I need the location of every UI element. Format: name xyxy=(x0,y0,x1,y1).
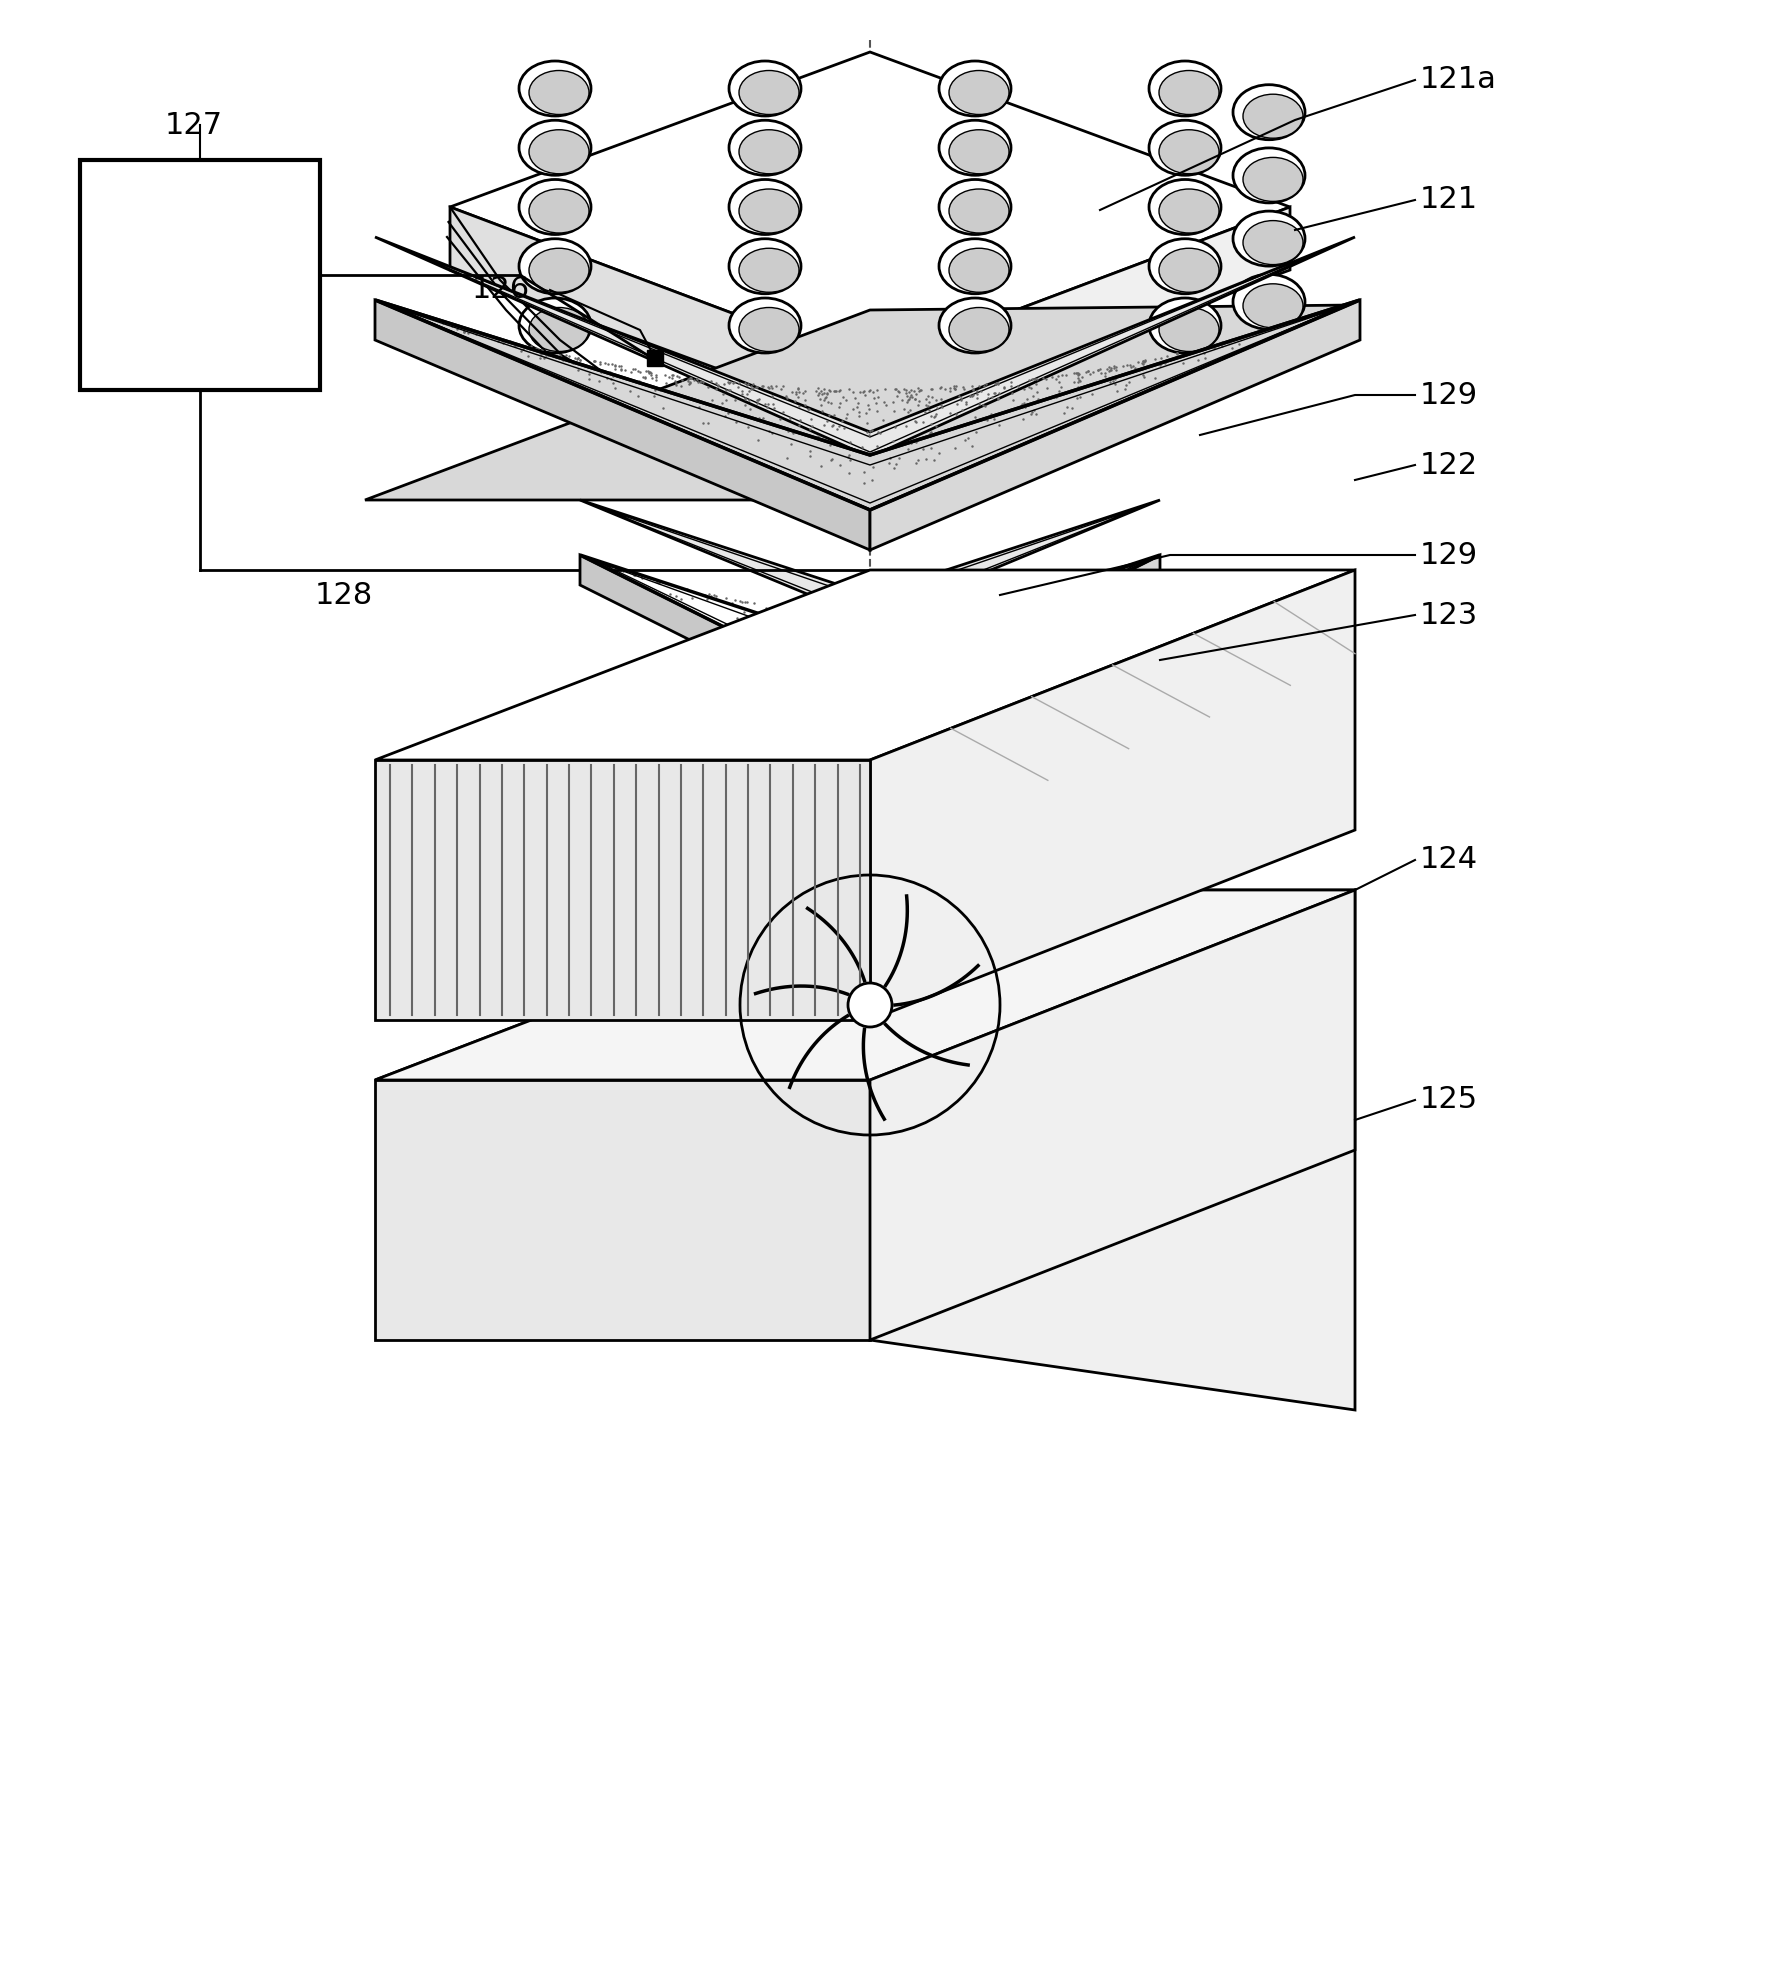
Ellipse shape xyxy=(529,129,588,175)
Ellipse shape xyxy=(1159,71,1219,114)
Text: 126: 126 xyxy=(472,275,529,304)
Circle shape xyxy=(848,983,892,1026)
Polygon shape xyxy=(375,237,1355,457)
Ellipse shape xyxy=(730,239,801,294)
Ellipse shape xyxy=(1150,179,1221,235)
Ellipse shape xyxy=(519,61,592,116)
Ellipse shape xyxy=(1234,84,1305,139)
Ellipse shape xyxy=(939,298,1010,353)
Ellipse shape xyxy=(1243,284,1303,328)
Ellipse shape xyxy=(738,129,799,175)
Ellipse shape xyxy=(1243,94,1303,137)
Text: 124: 124 xyxy=(1420,846,1479,875)
Ellipse shape xyxy=(949,249,1008,292)
Text: 128: 128 xyxy=(315,581,374,610)
Polygon shape xyxy=(871,300,1361,549)
Polygon shape xyxy=(375,300,1361,510)
Ellipse shape xyxy=(939,239,1010,294)
Ellipse shape xyxy=(1234,212,1305,267)
Text: 127: 127 xyxy=(164,110,224,139)
Polygon shape xyxy=(365,304,1355,500)
Polygon shape xyxy=(375,571,1355,759)
Ellipse shape xyxy=(529,249,588,292)
Text: 122: 122 xyxy=(1420,451,1479,479)
Ellipse shape xyxy=(1150,61,1221,116)
Ellipse shape xyxy=(1159,129,1219,175)
Ellipse shape xyxy=(738,249,799,292)
Polygon shape xyxy=(375,891,1355,1079)
Ellipse shape xyxy=(529,308,588,351)
Ellipse shape xyxy=(738,71,799,114)
Text: 125: 125 xyxy=(1420,1085,1479,1114)
Text: 121: 121 xyxy=(1420,186,1479,214)
Polygon shape xyxy=(871,555,1160,730)
Polygon shape xyxy=(80,161,320,390)
Ellipse shape xyxy=(1150,239,1221,294)
Text: 123: 123 xyxy=(1420,600,1479,630)
Ellipse shape xyxy=(730,298,801,353)
Ellipse shape xyxy=(529,188,588,233)
Polygon shape xyxy=(451,53,1289,365)
Polygon shape xyxy=(375,891,1355,1079)
Ellipse shape xyxy=(949,308,1008,351)
Text: 129: 129 xyxy=(1420,381,1479,410)
Ellipse shape xyxy=(1234,275,1305,330)
Ellipse shape xyxy=(949,188,1008,233)
Ellipse shape xyxy=(1243,157,1303,202)
Ellipse shape xyxy=(519,179,592,235)
Polygon shape xyxy=(871,891,1355,1411)
Ellipse shape xyxy=(519,239,592,294)
Ellipse shape xyxy=(1243,220,1303,265)
Polygon shape xyxy=(375,300,871,549)
Polygon shape xyxy=(579,555,871,730)
Ellipse shape xyxy=(738,188,799,233)
Ellipse shape xyxy=(939,61,1010,116)
Ellipse shape xyxy=(1159,308,1219,351)
Text: 121a: 121a xyxy=(1420,65,1497,94)
Polygon shape xyxy=(375,1079,871,1340)
Ellipse shape xyxy=(1150,298,1221,353)
Ellipse shape xyxy=(730,61,801,116)
Ellipse shape xyxy=(519,298,592,353)
Ellipse shape xyxy=(1234,147,1305,202)
Ellipse shape xyxy=(949,129,1008,175)
Ellipse shape xyxy=(939,120,1010,175)
Ellipse shape xyxy=(1150,120,1221,175)
Polygon shape xyxy=(871,208,1289,426)
Ellipse shape xyxy=(939,179,1010,235)
Text: 129: 129 xyxy=(1420,540,1479,569)
Ellipse shape xyxy=(730,179,801,235)
Ellipse shape xyxy=(730,120,801,175)
Ellipse shape xyxy=(1159,249,1219,292)
Ellipse shape xyxy=(519,120,592,175)
Polygon shape xyxy=(375,759,871,1020)
Ellipse shape xyxy=(529,71,588,114)
Ellipse shape xyxy=(1159,188,1219,233)
Ellipse shape xyxy=(949,71,1008,114)
Ellipse shape xyxy=(738,308,799,351)
Polygon shape xyxy=(579,500,1160,620)
Polygon shape xyxy=(871,891,1355,1340)
Polygon shape xyxy=(647,349,663,367)
Polygon shape xyxy=(871,571,1355,1020)
Polygon shape xyxy=(451,208,871,426)
